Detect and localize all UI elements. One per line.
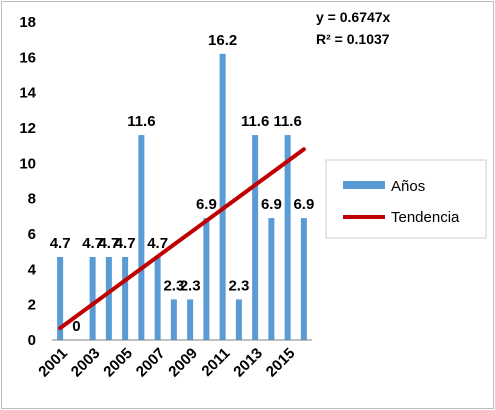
- legend-swatch-anos: [343, 181, 385, 189]
- trendline: [58, 147, 306, 331]
- x-tick-label: 2007: [133, 345, 169, 381]
- y-tick-label: 8: [28, 191, 36, 208]
- y-tick-label: 12: [19, 120, 36, 137]
- y-tick-label: 4: [28, 261, 37, 278]
- data-label: 11.6: [273, 113, 301, 130]
- data-label: 4.7: [50, 235, 71, 252]
- y-tick-label: 14: [19, 85, 36, 102]
- y-tick-label: 16: [19, 49, 36, 66]
- bar: [138, 135, 145, 340]
- data-label: 0: [72, 318, 80, 335]
- legend-label-anos: Años: [391, 178, 425, 195]
- bar: [89, 256, 96, 340]
- bar: [284, 135, 291, 340]
- x-tick-label: 2015: [263, 345, 299, 381]
- y-tick-label: 6: [28, 226, 36, 243]
- bar: [154, 256, 161, 340]
- bar: [105, 256, 112, 340]
- legend-label-tendencia: Tendencia: [391, 209, 460, 226]
- data-label: 4.7: [98, 235, 119, 252]
- data-label: 6.9: [261, 196, 282, 213]
- bar: [57, 256, 64, 340]
- x-tick-label: 2011: [198, 345, 233, 380]
- data-label: 6.9: [293, 196, 314, 213]
- trendline-series: [58, 147, 306, 331]
- data-label: 11.6: [127, 113, 155, 130]
- bar: [219, 53, 226, 341]
- trend-r-squared: R² = 0.1037: [316, 31, 390, 47]
- data-label: 6.9: [196, 196, 217, 213]
- bar: [235, 299, 242, 340]
- x-tick-label: 2001: [35, 345, 71, 381]
- bar: [268, 218, 275, 340]
- x-tick-label: 2003: [68, 345, 104, 381]
- legend-box: [325, 159, 487, 239]
- data-label: 4.7: [147, 235, 168, 252]
- y-tick-label: 10: [19, 155, 36, 172]
- data-label: 16.2: [208, 32, 237, 49]
- data-label: 2.3: [163, 277, 184, 294]
- bar: [300, 218, 307, 340]
- y-axis: 0 2 4 6 8 10 12 14 16 18: [19, 14, 36, 349]
- bar-series: [57, 53, 307, 341]
- bar: [187, 299, 194, 340]
- x-tick-label: 2005: [100, 345, 136, 381]
- legend: Años Tendencia: [325, 159, 487, 239]
- data-label: 11.6: [241, 113, 269, 130]
- bar: [203, 218, 210, 340]
- bar: [122, 256, 129, 340]
- data-labels: 4.704.74.74.711.64.72.32.36.916.22.311.6…: [50, 32, 315, 335]
- trend-equation: y = 0.6747x: [316, 9, 391, 25]
- data-label: 4.7: [82, 235, 103, 252]
- x-tick-label: 2013: [230, 345, 266, 381]
- y-tick-label: 0: [28, 332, 36, 349]
- data-label: 2.3: [180, 277, 201, 294]
- x-tick-label: 2009: [165, 345, 201, 381]
- bar: [252, 135, 259, 340]
- bar: [170, 299, 177, 340]
- y-tick-label: 18: [19, 14, 36, 31]
- y-tick-label: 2: [28, 297, 36, 314]
- data-label: 2.3: [228, 277, 249, 294]
- data-label: 4.7: [115, 235, 136, 252]
